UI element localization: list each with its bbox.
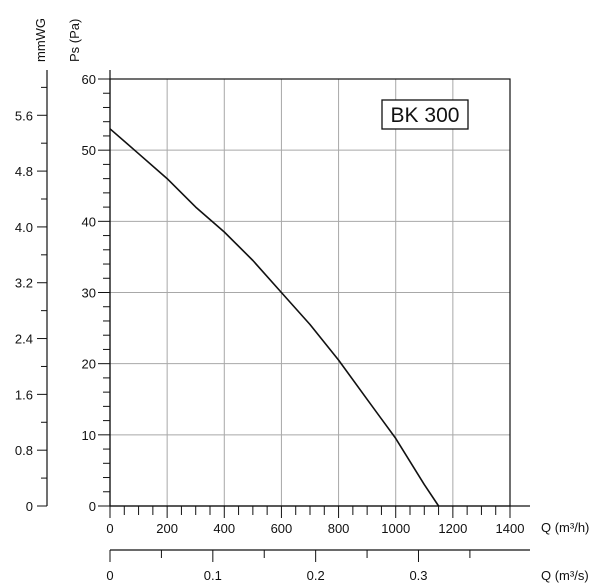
y2-tick-label: 4.0	[15, 220, 33, 235]
x-tick-label: 0	[106, 521, 113, 536]
y2-tick-label: 2.4	[15, 332, 33, 347]
y-tick-label: 40	[82, 214, 96, 229]
x-tick-label: 1000	[381, 521, 410, 536]
y-axis-title: Ps (Pa)	[67, 19, 82, 62]
y2-axis-title: mmWG	[33, 18, 48, 62]
y-axis-mmwg: 0 0.8 1.6 2.4 3.2 4.0 4.8 5.6	[15, 70, 48, 514]
y-tick-label: 60	[82, 72, 96, 87]
y2-tick-label: 0.8	[15, 443, 33, 458]
x2-tick-label: 0.2	[307, 568, 325, 583]
x-tick-label: 800	[328, 521, 350, 536]
y-tick-label: 10	[82, 428, 96, 443]
series-layer	[109, 128, 440, 507]
model-label: BK 300	[391, 104, 460, 127]
model-label-box: BK 300	[381, 99, 469, 130]
x2-tick-label: 0.1	[204, 568, 222, 583]
y-tick-label: 0	[89, 499, 96, 514]
x2-tick-label: 0.3	[409, 568, 427, 583]
x-tick-label: 1400	[496, 521, 525, 536]
y2-tick-label: 0	[26, 499, 33, 514]
x-tick-label: 400	[213, 521, 235, 536]
x-axis-title: Q (m³/h)	[541, 520, 589, 535]
y-axis-pa: 0 10 20 30 40 50 60	[82, 70, 111, 514]
y-tick-label: 50	[82, 143, 96, 158]
x-tick-label: 1200	[438, 521, 467, 536]
grid	[110, 79, 510, 506]
y2-tick-label: 5.6	[15, 108, 33, 123]
x-tick-label: 200	[156, 521, 178, 536]
y2-tick-label: 3.2	[15, 276, 33, 291]
x-tick-label: 600	[271, 521, 293, 536]
x-axis-m3h: 0 200 400 600 800 1000 1200 1400	[106, 505, 530, 536]
y-tick-label: 30	[82, 286, 96, 301]
y2-tick-label: 1.6	[15, 387, 33, 402]
x-axis-m3s: 0 0.1 0.2 0.3	[106, 549, 530, 583]
y-tick-label: 20	[82, 357, 96, 372]
x2-axis-title: Q (m³/s)	[541, 568, 589, 583]
x2-tick-label: 0	[106, 568, 113, 583]
fan-curve-line	[109, 128, 440, 507]
y2-tick-label: 4.8	[15, 164, 33, 179]
